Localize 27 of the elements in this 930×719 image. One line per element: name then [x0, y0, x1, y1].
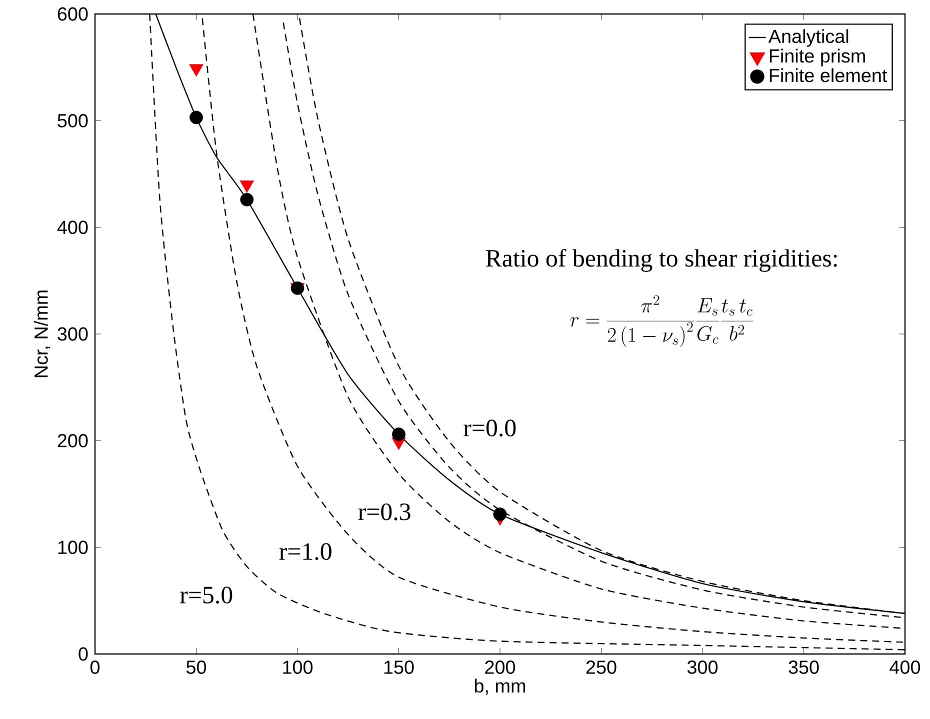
annotation: r=1.0	[279, 543, 332, 560]
x-axis-title: b, mm	[474, 678, 526, 695]
annotation: $r=\frac{\pi^2}{2\left(1-\nu_s\right)^2}\frac{E_s}{G_c}\frac{t_s\,t_c}{b^2}$	[570, 295, 753, 347]
x-tick-label: 350	[788, 660, 819, 674]
y-tick-label: 600	[58, 7, 88, 21]
annotation: r=5.0	[180, 586, 232, 604]
x-tick-label: 50	[186, 660, 206, 674]
x-tick-label: 100	[283, 660, 313, 674]
y-tick-label: 200	[58, 434, 88, 448]
annotation: r=0.3	[358, 503, 410, 520]
annotation: r=0.0	[464, 420, 516, 437]
legend-label: Analytical	[768, 29, 848, 47]
y-tick-label: 500	[58, 114, 88, 128]
y-axis-title: Ncr, N/mm	[34, 290, 50, 378]
y-tick-label: 0	[78, 647, 88, 661]
x-tick-label: 250	[586, 660, 616, 674]
y-tick-label: 400	[57, 220, 88, 234]
x-tick-label: 150	[384, 660, 414, 674]
legend-label: Finite element	[770, 68, 888, 82]
x-tick-label: 200	[485, 660, 516, 674]
x-tick-label: 300	[687, 660, 718, 674]
x-tick-label: 0	[90, 660, 100, 674]
annotation: Ratio of bending to shear rigidities:	[486, 248, 837, 272]
x-tick-label: 400	[890, 660, 920, 674]
y-tick-label: 100	[58, 540, 88, 554]
y-tick-label: 300	[58, 327, 88, 341]
legend-label: Finite prism	[770, 48, 865, 66]
